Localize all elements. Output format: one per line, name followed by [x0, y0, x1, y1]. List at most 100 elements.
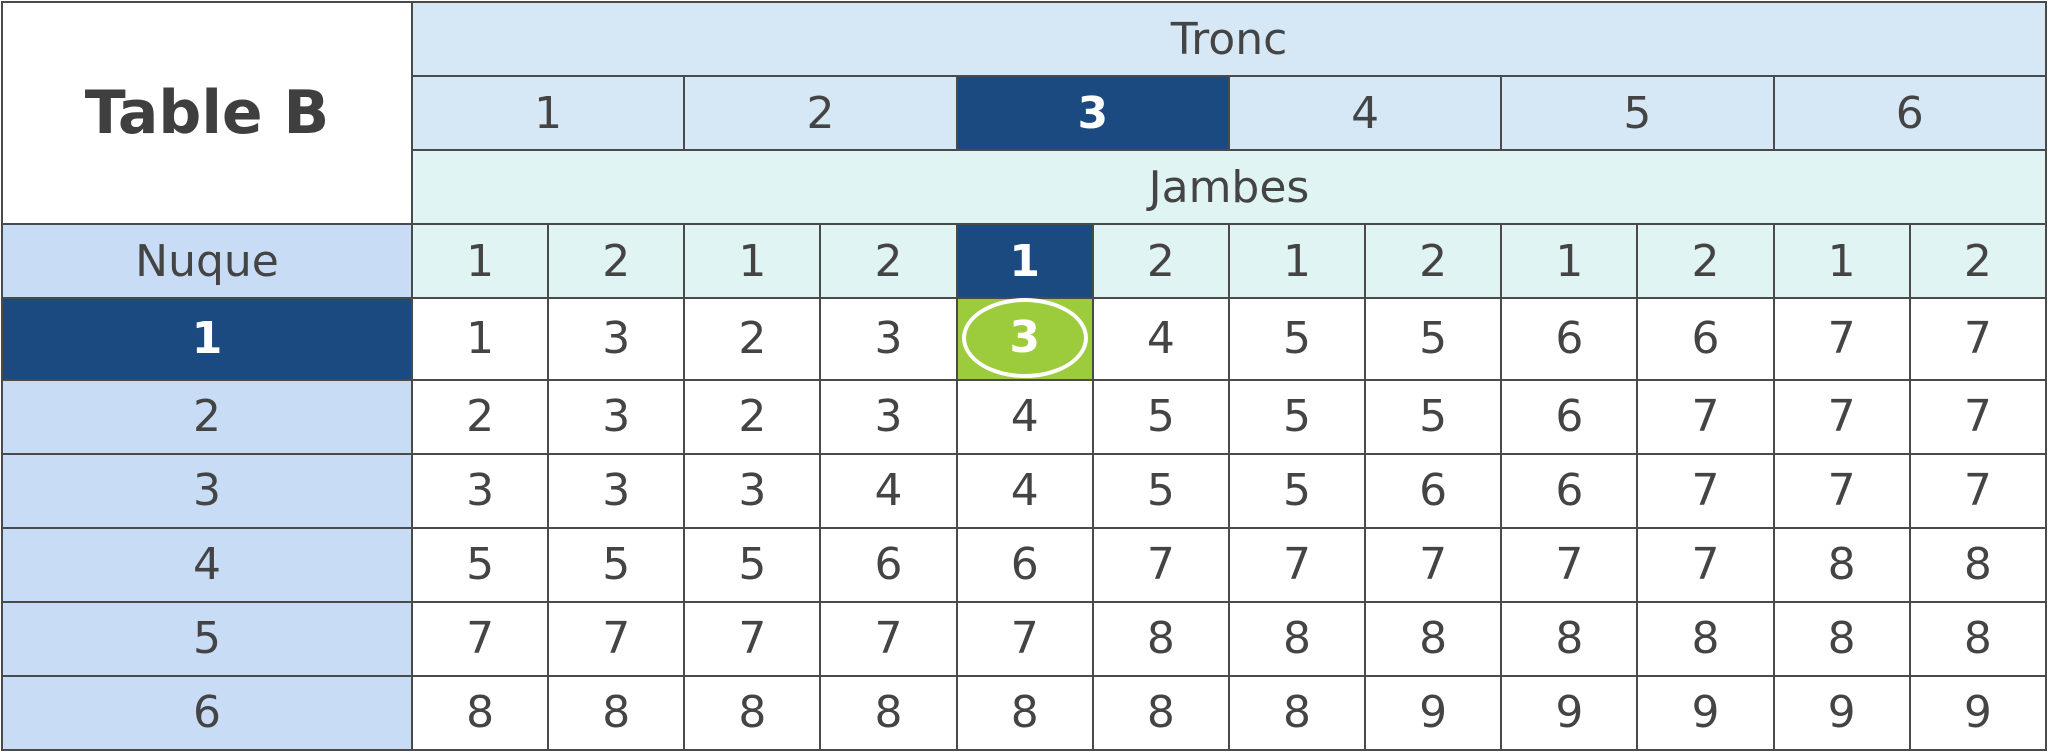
jambes-value: 1: [1500, 223, 1639, 300]
table-cell: 6: [819, 526, 958, 603]
tronc-value-selected: 3: [955, 75, 1230, 152]
nuque-header: Nuque: [1, 223, 413, 300]
jambes-value: 2: [547, 223, 686, 300]
table-cell: 8: [1772, 526, 1911, 603]
table-cell: 5: [547, 526, 686, 603]
table-cell: 8: [1908, 526, 2048, 603]
table-cell: 7: [1091, 526, 1230, 603]
table-cell: 7: [683, 600, 822, 677]
table-cell: 5: [410, 526, 550, 603]
table-cell: 1: [410, 297, 550, 381]
table-cell: 9: [1908, 674, 2048, 752]
table-cell: 5: [683, 526, 822, 603]
table-cell: 2: [410, 378, 550, 455]
table-cell: 7: [1772, 452, 1911, 529]
result-circle: 3: [961, 297, 1088, 378]
table-cell: 7: [1636, 378, 1775, 455]
tronc-value: 5: [1500, 75, 1775, 152]
table-cell: 8: [1908, 600, 2048, 677]
table-cell: 4: [955, 452, 1094, 529]
table-cell: 4: [1091, 297, 1230, 381]
table-cell: 5: [1091, 378, 1230, 455]
tronc-header: Tronc: [411, 0, 2047, 78]
table-cell: 6: [1500, 452, 1639, 529]
table-cell: 3: [547, 452, 686, 529]
table-title: Table B: [1, 0, 413, 226]
table-cell: 6: [1500, 378, 1639, 455]
table-cell: 5: [1227, 452, 1367, 529]
table-cell: 8: [1227, 674, 1367, 752]
jambes-value-selected: 1: [955, 223, 1094, 300]
table-cell: 8: [955, 674, 1094, 752]
jambes-header: Jambes: [411, 149, 2047, 226]
nuque-value: 5: [1, 600, 413, 677]
table-cell: 7: [1908, 452, 2048, 529]
tronc-value: 1: [410, 75, 686, 152]
table-cell: 5: [1364, 378, 1503, 455]
jambes-value: 1: [410, 223, 550, 300]
jambes-value: 2: [1364, 223, 1503, 300]
jambes-value: 2: [1636, 223, 1775, 300]
jambes-value: 2: [1908, 223, 2048, 300]
table-cell: 7: [547, 600, 686, 677]
table-cell: 7: [1500, 526, 1639, 603]
table-cell: 9: [1500, 674, 1639, 752]
table-cell: 8: [1500, 600, 1639, 677]
table-cell: 8: [819, 674, 958, 752]
table-cell: 3: [547, 378, 686, 455]
table-cell: 8: [1636, 600, 1775, 677]
table-cell: 5: [1364, 297, 1503, 381]
table-cell: 3: [819, 297, 958, 381]
table-cell: 8: [547, 674, 686, 752]
table-cell: 9: [1772, 674, 1911, 752]
table-cell: 7: [1772, 378, 1911, 455]
table-cell: 6: [1636, 297, 1775, 381]
table-cell: 7: [1908, 378, 2048, 455]
table-cell: 8: [1091, 674, 1230, 752]
nuque-value: 3: [1, 452, 413, 529]
table-cell: 5: [1091, 452, 1230, 529]
table-cell: 7: [955, 600, 1094, 677]
table-cell: 3: [683, 452, 822, 529]
table-cell: 7: [410, 600, 550, 677]
table-cell: 5: [1227, 378, 1367, 455]
result-cell: 3: [955, 297, 1094, 381]
jambes-value: 2: [1091, 223, 1230, 300]
table-cell: 9: [1364, 674, 1503, 752]
nuque-value: 6: [1, 674, 413, 752]
table-cell: 8: [410, 674, 550, 752]
tronc-value: 4: [1227, 75, 1503, 152]
table-cell: 9: [1636, 674, 1775, 752]
table-cell: 7: [1636, 452, 1775, 529]
table-cell: 7: [819, 600, 958, 677]
table-cell: 3: [547, 297, 686, 381]
tronc-value: 6: [1772, 75, 2048, 152]
jambes-value: 1: [1772, 223, 1911, 300]
table-cell: 3: [410, 452, 550, 529]
table-cell: 8: [1364, 600, 1503, 677]
table-cell: 6: [955, 526, 1094, 603]
table-cell: 7: [1636, 526, 1775, 603]
table-cell: 7: [1227, 526, 1367, 603]
table-cell: 5: [1227, 297, 1367, 381]
table-cell: 2: [683, 378, 822, 455]
table-cell: 3: [819, 378, 958, 455]
tronc-value: 2: [683, 75, 958, 152]
jambes-value: 2: [819, 223, 958, 300]
nuque-value-selected: 1: [1, 297, 413, 381]
table-cell: 7: [1772, 297, 1911, 381]
table-cell: 8: [1091, 600, 1230, 677]
table-cell: 4: [819, 452, 958, 529]
table-cell: 2: [683, 297, 822, 381]
jambes-value: 1: [1227, 223, 1367, 300]
table-cell: 7: [1364, 526, 1503, 603]
table-cell: 6: [1500, 297, 1639, 381]
table-cell: 4: [955, 378, 1094, 455]
